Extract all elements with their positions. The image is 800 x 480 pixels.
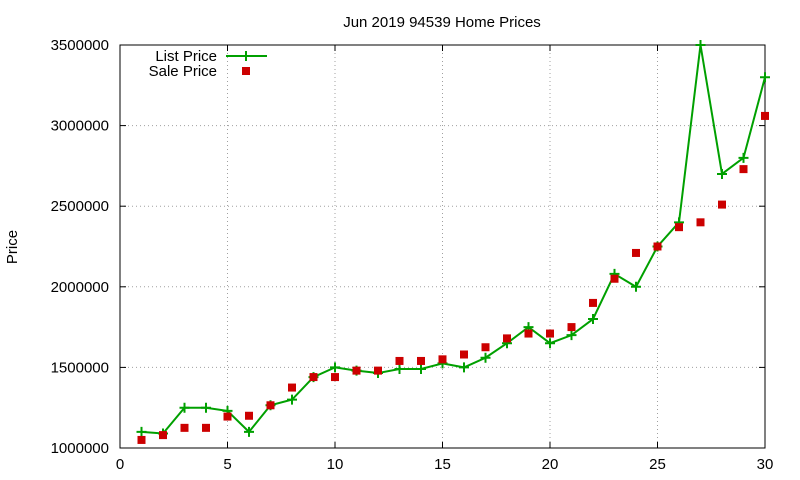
- data-point-list-price: [566, 330, 577, 341]
- data-point-sale-price: [245, 411, 253, 420]
- data-point-sale-price: [266, 401, 275, 410]
- y-axis-label: Price: [4, 230, 21, 264]
- data-point-sale-price: [653, 242, 662, 251]
- data-point-sale-price: [331, 373, 339, 382]
- data-point-list-price: [695, 40, 706, 50]
- data-point-sale-price: [761, 111, 769, 120]
- y-tick-label: 3000000: [51, 118, 109, 135]
- data-point-sale-price: [438, 355, 447, 364]
- data-point-list-price: [738, 152, 749, 163]
- chart-title: Jun 2019 94539 Home Prices: [343, 14, 541, 31]
- data-point-sale-price: [288, 383, 296, 392]
- data-point-sale-price: [696, 218, 705, 227]
- data-point-sale-price: [159, 431, 167, 440]
- x-tick-label: 10: [327, 456, 344, 473]
- data-point-sale-price: [567, 323, 576, 332]
- y-tick-label: 1500000: [51, 359, 109, 376]
- data-point-sale-price: [395, 356, 404, 365]
- legend-swatch-sale-price-marker: [242, 67, 250, 75]
- data-point-sale-price: [503, 334, 511, 343]
- series-line-list-price: [141, 44, 766, 435]
- legend-label-list-price: List Price: [155, 48, 217, 65]
- data-point-list-price: [588, 314, 598, 325]
- data-point-sale-price: [352, 366, 361, 375]
- x-tick-label: 0: [116, 456, 124, 473]
- data-point-sale-price: [718, 200, 726, 209]
- data-point-list-price: [136, 426, 147, 437]
- legend-entry-sale-price: Sale Price: [149, 63, 250, 80]
- data-point-sale-price: [589, 298, 597, 307]
- x-tick-label: 20: [542, 456, 559, 473]
- x-tick-label: 5: [223, 456, 231, 473]
- data-point-list-price: [201, 402, 211, 413]
- data-point-sale-price: [137, 435, 146, 444]
- legend-swatch-list-price-marker: [241, 51, 251, 61]
- data-point-sale-price: [460, 350, 468, 359]
- y-tick-label: 1000000: [51, 440, 109, 457]
- data-point-sale-price: [546, 329, 554, 338]
- data-point-list-price: [416, 364, 426, 375]
- data-point-list-price: [394, 364, 405, 375]
- data-point-list-price: [717, 168, 727, 179]
- data-point-list-price: [760, 72, 770, 83]
- data-point-sale-price: [374, 366, 382, 375]
- data-point-list-price: [545, 338, 555, 349]
- series-sale-price: [137, 111, 769, 444]
- data-point-sale-price: [309, 373, 318, 382]
- x-tick-label: 30: [757, 456, 774, 473]
- data-point-list-price: [631, 281, 641, 292]
- data-point-sale-price: [524, 329, 533, 338]
- data-point-list-price: [287, 394, 297, 405]
- y-tick-label: 2500000: [51, 198, 109, 215]
- legend-entry-list-price: List Price: [155, 48, 267, 65]
- data-point-sale-price: [481, 343, 490, 352]
- y-tick-label: 3500000: [51, 37, 109, 54]
- axis-ticks: 0 5 10 15 20 25 30 1000000 1500000 2000000 2500000…: [51, 37, 774, 473]
- data-point-list-price: [244, 426, 254, 437]
- data-point-sale-price: [675, 223, 683, 232]
- data-point-sale-price: [180, 423, 189, 432]
- data-point-list-price: [459, 362, 469, 373]
- legend-label-sale-price: Sale Price: [149, 63, 217, 80]
- data-point-sale-price: [610, 274, 619, 283]
- data-point-sale-price: [417, 356, 425, 365]
- x-tick-label: 15: [434, 456, 451, 473]
- data-point-sale-price: [223, 412, 232, 421]
- data-point-sale-price: [739, 165, 748, 174]
- data-point-list-price: [480, 352, 491, 363]
- y-tick-label: 2000000: [51, 279, 109, 296]
- series-layer: [136, 40, 770, 444]
- data-point-list-price: [179, 402, 190, 413]
- data-point-sale-price: [202, 423, 210, 432]
- x-tick-label: 25: [649, 456, 666, 473]
- legend: List Price Sale Price: [149, 48, 267, 80]
- data-point-list-price: [330, 362, 340, 373]
- data-point-sale-price: [632, 248, 640, 257]
